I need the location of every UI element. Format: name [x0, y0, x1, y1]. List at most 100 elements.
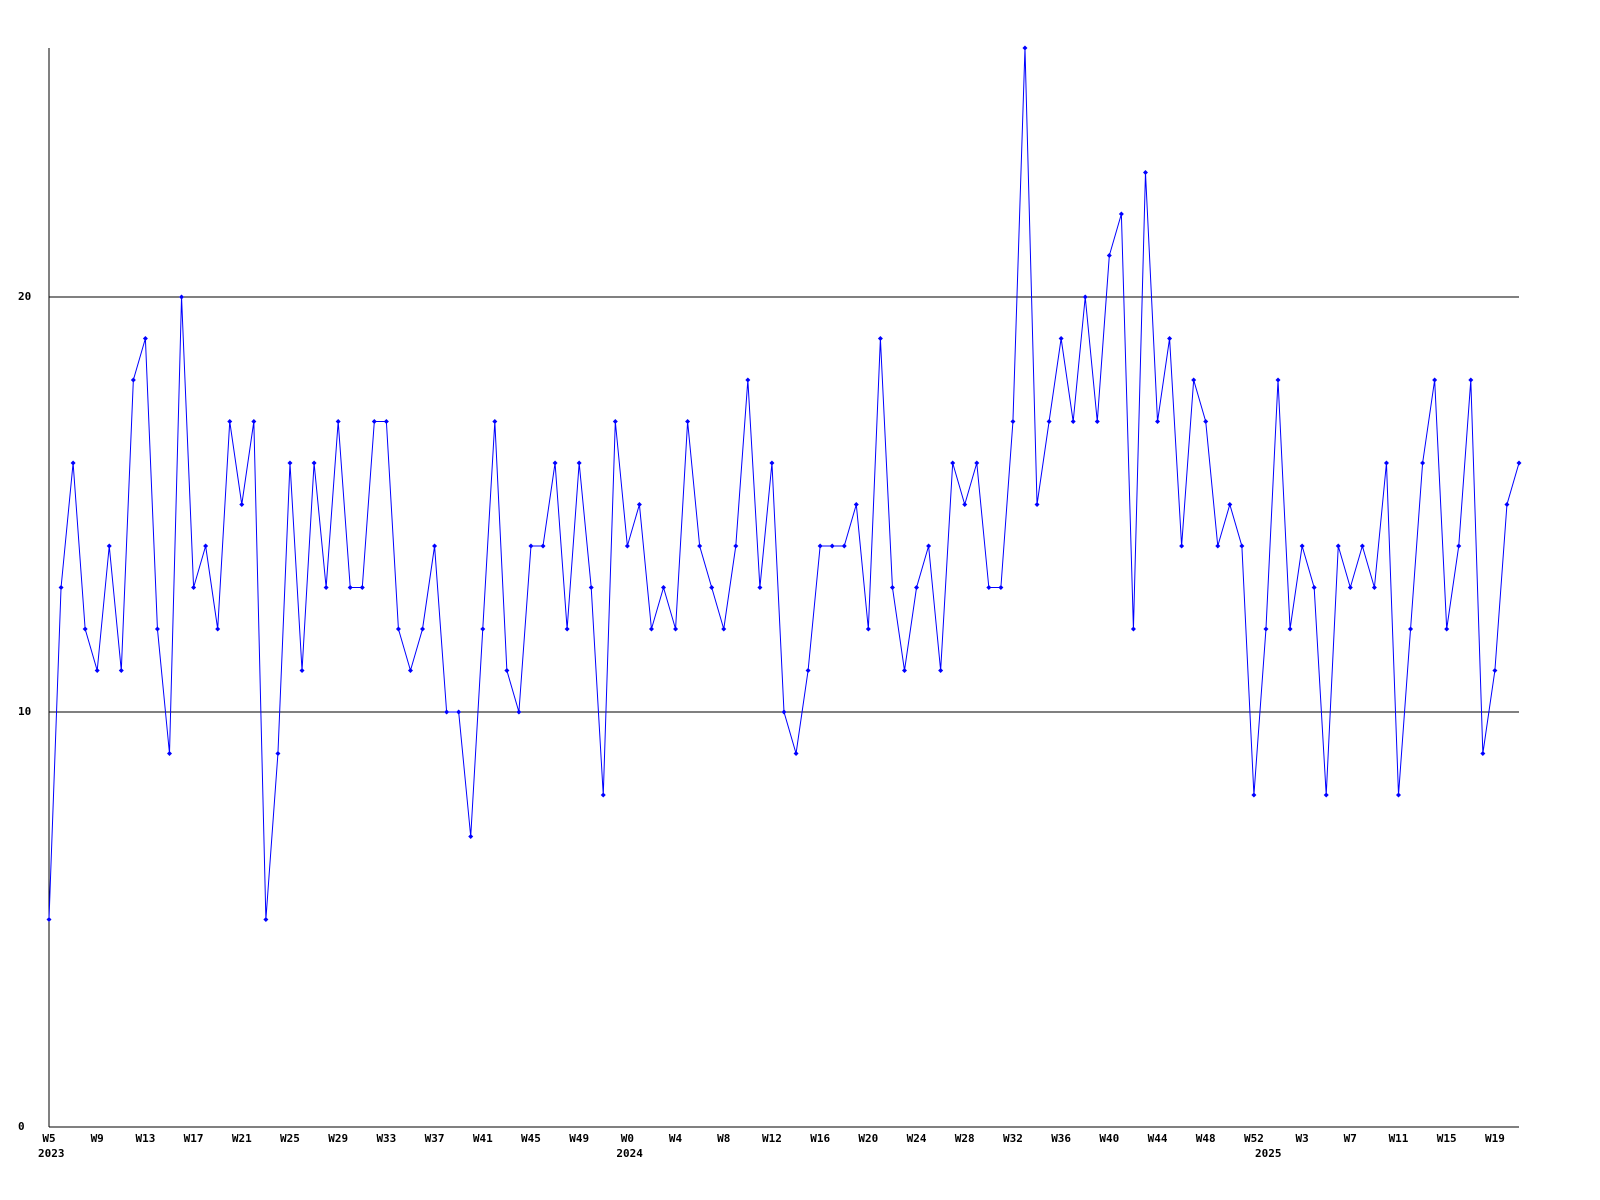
point — [757, 585, 763, 590]
point — [1299, 543, 1305, 549]
x-tick-label: W45 — [521, 1132, 541, 1145]
point — [1516, 460, 1522, 466]
x-tick-label: W11 — [1389, 1132, 1409, 1145]
point — [347, 585, 353, 590]
x-tick-label: W33 — [376, 1132, 396, 1145]
point — [504, 668, 510, 673]
point — [1070, 419, 1076, 424]
point — [1359, 543, 1365, 549]
x-tick-label: W0 — [621, 1132, 634, 1145]
x-tick-label: W48 — [1196, 1132, 1216, 1145]
point — [974, 460, 980, 466]
point — [1179, 543, 1185, 549]
y-tick-label: 0 — [18, 1120, 25, 1133]
point — [1468, 377, 1474, 383]
point — [889, 585, 895, 590]
year-label: 2025 — [1255, 1147, 1282, 1160]
point — [1203, 419, 1209, 424]
x-tick-label: W44 — [1148, 1132, 1168, 1145]
point — [805, 668, 811, 673]
x-tick-label: W36 — [1051, 1132, 1071, 1145]
x-tick-label: W40 — [1099, 1132, 1119, 1145]
point — [179, 294, 185, 300]
x-tick-label: W15 — [1437, 1132, 1457, 1145]
point — [733, 543, 739, 549]
point — [1504, 502, 1510, 507]
point — [456, 709, 462, 715]
point — [1311, 585, 1317, 590]
point — [516, 709, 522, 715]
point — [998, 585, 1004, 590]
point — [287, 460, 293, 466]
x-tick-label: W9 — [91, 1132, 104, 1145]
point — [407, 668, 413, 673]
point — [82, 626, 88, 632]
point — [853, 502, 859, 507]
point — [709, 585, 715, 590]
point — [1323, 792, 1329, 798]
point — [58, 585, 64, 590]
point — [191, 585, 197, 590]
point — [203, 543, 209, 549]
x-tick-label: W37 — [425, 1132, 445, 1145]
point — [769, 460, 775, 466]
x-tick-label: W12 — [762, 1132, 782, 1145]
point — [395, 626, 401, 632]
point — [612, 419, 618, 424]
point — [154, 626, 160, 632]
point — [263, 917, 269, 922]
point — [239, 502, 245, 507]
point — [901, 668, 907, 673]
year-label: 2024 — [616, 1147, 643, 1160]
line — [48, 47, 1520, 920]
x-tick-label: W29 — [328, 1132, 348, 1145]
point — [564, 626, 570, 632]
point — [1191, 377, 1197, 383]
point — [444, 709, 450, 715]
x-tick-label: W19 — [1485, 1132, 1505, 1145]
point — [926, 543, 932, 549]
x-tick-label: W3 — [1295, 1132, 1308, 1145]
point — [142, 336, 148, 341]
point — [781, 709, 787, 715]
point — [1456, 543, 1462, 549]
point — [215, 626, 221, 632]
point — [1408, 626, 1414, 632]
point — [1383, 460, 1389, 466]
point — [914, 585, 920, 590]
x-tick-label: W25 — [280, 1132, 300, 1145]
point — [1275, 377, 1281, 383]
point — [46, 917, 52, 922]
point — [877, 336, 883, 341]
point — [1094, 419, 1100, 424]
point — [1118, 211, 1124, 217]
point — [1167, 336, 1173, 341]
point — [986, 585, 992, 590]
point — [1396, 792, 1402, 798]
x-tick-label: W17 — [184, 1132, 204, 1145]
point — [950, 460, 956, 466]
x-tick-label: W16 — [810, 1132, 830, 1145]
point — [420, 626, 426, 632]
point — [311, 460, 317, 466]
point — [323, 585, 329, 590]
point — [1480, 751, 1486, 756]
point — [624, 543, 630, 549]
point — [166, 751, 172, 756]
point — [1444, 626, 1450, 632]
point — [1263, 626, 1269, 632]
point — [841, 543, 847, 549]
x-tick-label: W32 — [1003, 1132, 1023, 1145]
point — [938, 668, 944, 673]
point — [540, 543, 546, 549]
point — [697, 543, 703, 549]
point — [1034, 502, 1040, 507]
point — [576, 460, 582, 466]
point — [118, 668, 124, 673]
x-tick-label: W4 — [669, 1132, 683, 1145]
x-tick-label: W24 — [907, 1132, 927, 1145]
point — [432, 543, 438, 549]
point — [600, 792, 606, 798]
point — [1335, 543, 1341, 549]
